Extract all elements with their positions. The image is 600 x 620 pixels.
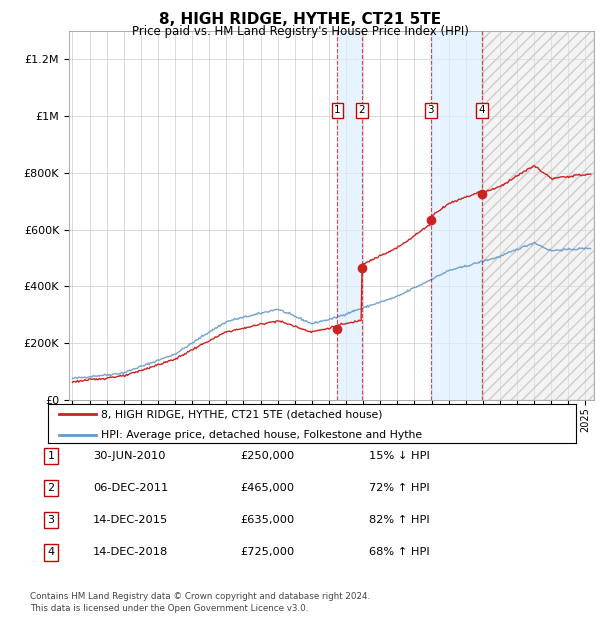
Text: 4: 4 bbox=[479, 105, 485, 115]
Text: 3: 3 bbox=[47, 515, 55, 525]
Text: 4: 4 bbox=[47, 547, 55, 557]
Text: Contains HM Land Registry data © Crown copyright and database right 2024.: Contains HM Land Registry data © Crown c… bbox=[30, 592, 370, 601]
Text: £250,000: £250,000 bbox=[240, 451, 294, 461]
Text: 68% ↑ HPI: 68% ↑ HPI bbox=[369, 547, 430, 557]
Text: 2: 2 bbox=[47, 483, 55, 493]
Text: £725,000: £725,000 bbox=[240, 547, 294, 557]
Text: This data is licensed under the Open Government Licence v3.0.: This data is licensed under the Open Gov… bbox=[30, 603, 308, 613]
Text: 2: 2 bbox=[358, 105, 365, 115]
Text: 72% ↑ HPI: 72% ↑ HPI bbox=[369, 483, 430, 493]
Text: 8, HIGH RIDGE, HYTHE, CT21 5TE (detached house): 8, HIGH RIDGE, HYTHE, CT21 5TE (detached… bbox=[101, 409, 382, 419]
Bar bbox=[482, 31, 594, 400]
Text: £465,000: £465,000 bbox=[240, 483, 294, 493]
Text: HPI: Average price, detached house, Folkestone and Hythe: HPI: Average price, detached house, Folk… bbox=[101, 430, 422, 440]
Text: Price paid vs. HM Land Registry's House Price Index (HPI): Price paid vs. HM Land Registry's House … bbox=[131, 25, 469, 38]
Bar bbox=[482, 31, 594, 400]
Text: £635,000: £635,000 bbox=[240, 515, 294, 525]
Text: 1: 1 bbox=[334, 105, 341, 115]
Bar bbox=[431, 31, 482, 400]
Text: 14-DEC-2015: 14-DEC-2015 bbox=[93, 515, 168, 525]
Text: 1: 1 bbox=[47, 451, 55, 461]
Text: 3: 3 bbox=[428, 105, 434, 115]
Bar bbox=[337, 31, 362, 400]
Text: 8, HIGH RIDGE, HYTHE, CT21 5TE: 8, HIGH RIDGE, HYTHE, CT21 5TE bbox=[159, 12, 441, 27]
Text: 06-DEC-2011: 06-DEC-2011 bbox=[93, 483, 168, 493]
Text: 82% ↑ HPI: 82% ↑ HPI bbox=[369, 515, 430, 525]
Text: 30-JUN-2010: 30-JUN-2010 bbox=[93, 451, 166, 461]
Text: 15% ↓ HPI: 15% ↓ HPI bbox=[369, 451, 430, 461]
Text: 14-DEC-2018: 14-DEC-2018 bbox=[93, 547, 168, 557]
